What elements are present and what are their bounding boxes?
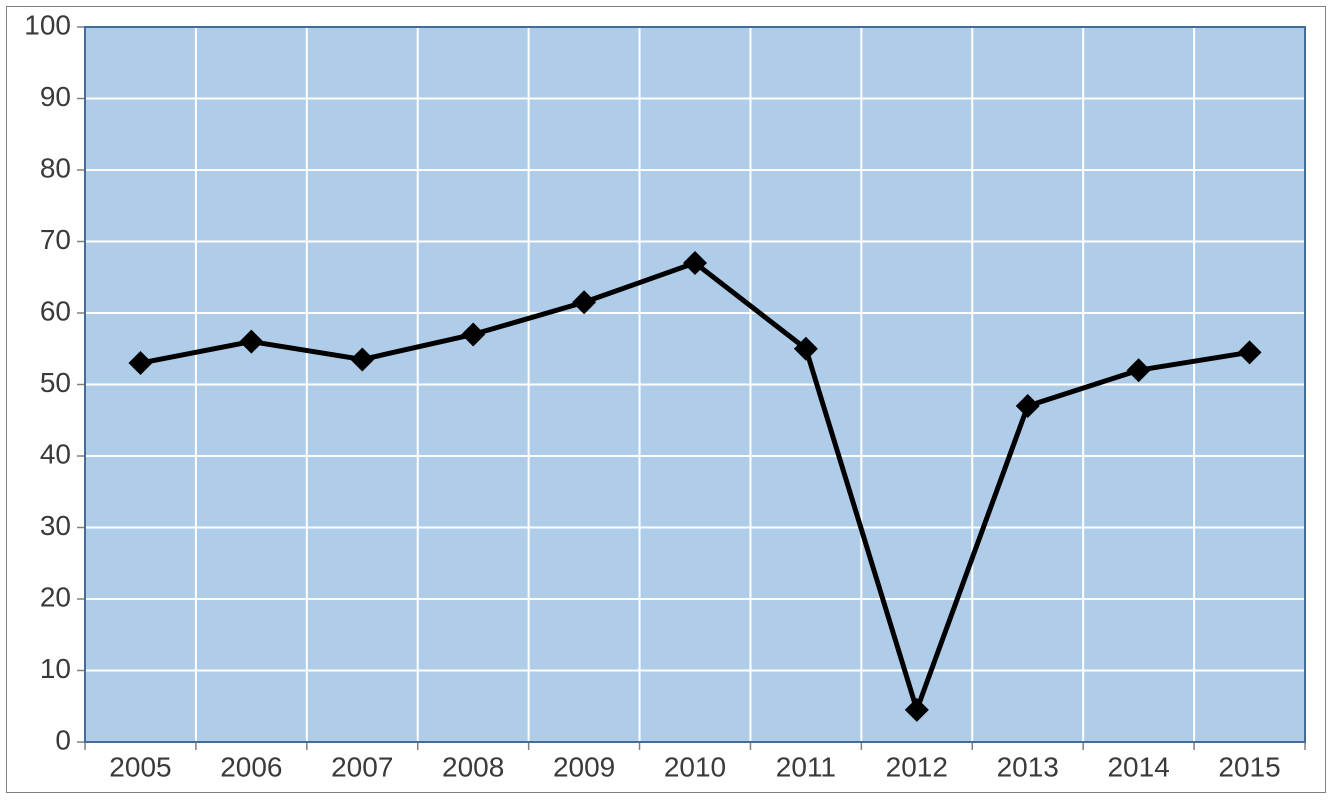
svg-text:2008: 2008 <box>442 752 504 783</box>
svg-text:80: 80 <box>40 152 71 183</box>
svg-text:2011: 2011 <box>776 752 836 783</box>
svg-text:2015: 2015 <box>1218 752 1280 783</box>
chart-canvas: 0 10 20 30 40 50 60 70 80 90 100 2005 2006 2007 2008 20… <box>7 7 1325 792</box>
svg-text:2005: 2005 <box>109 752 171 783</box>
svg-text:0: 0 <box>55 724 71 755</box>
svg-text:70: 70 <box>40 224 71 255</box>
svg-text:2012: 2012 <box>886 752 948 783</box>
svg-text:2010: 2010 <box>664 752 726 783</box>
svg-text:20: 20 <box>40 581 71 612</box>
svg-text:2013: 2013 <box>997 752 1059 783</box>
svg-text:2006: 2006 <box>220 752 282 783</box>
svg-text:10: 10 <box>40 653 71 684</box>
svg-text:2009: 2009 <box>553 752 615 783</box>
line-chart: 0 10 20 30 40 50 60 70 80 90 100 2005 2006 2007 2008 20… <box>7 7 1325 792</box>
svg-text:2014: 2014 <box>1107 752 1169 783</box>
svg-text:40: 40 <box>40 438 71 469</box>
svg-text:90: 90 <box>40 81 71 112</box>
svg-text:50: 50 <box>40 367 71 398</box>
svg-text:100: 100 <box>24 9 71 40</box>
chart-border: 0 10 20 30 40 50 60 70 80 90 100 2005 2006 2007 2008 20… <box>6 6 1326 793</box>
svg-text:2007: 2007 <box>331 752 393 783</box>
svg-text:60: 60 <box>40 295 71 326</box>
svg-text:30: 30 <box>40 510 71 541</box>
